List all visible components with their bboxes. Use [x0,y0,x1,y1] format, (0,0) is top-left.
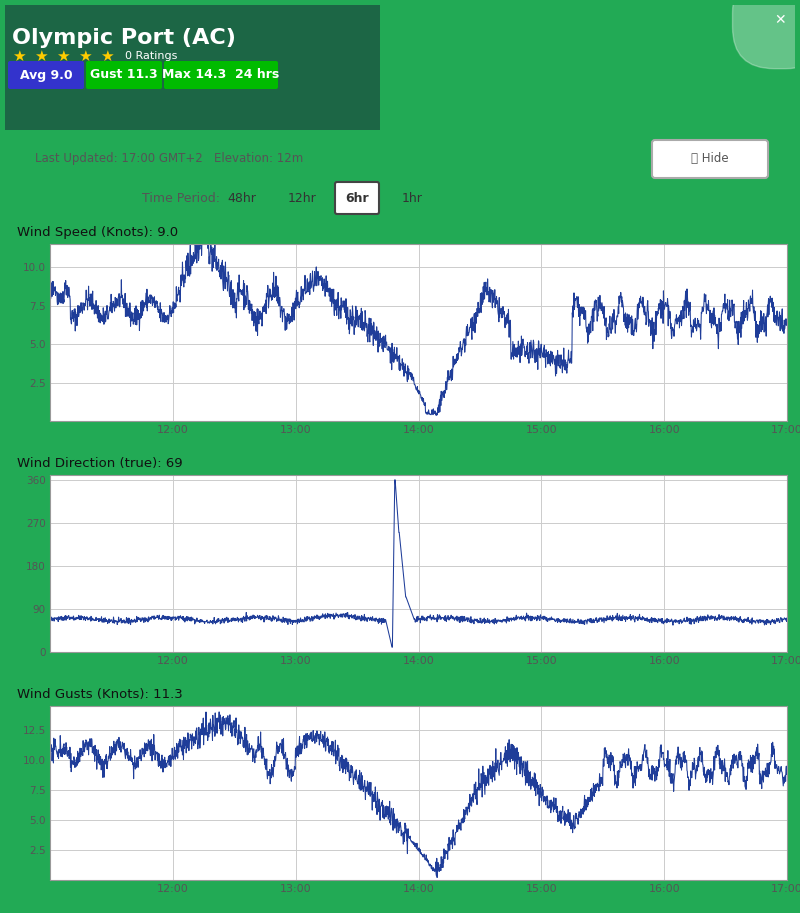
FancyBboxPatch shape [164,61,278,89]
Text: Time Period:: Time Period: [142,192,220,205]
Text: 1hr: 1hr [402,192,422,205]
Text: ★: ★ [12,48,26,64]
Text: Wind Gusts (Knots): 11.3: Wind Gusts (Knots): 11.3 [17,687,182,700]
Text: ★: ★ [34,48,48,64]
Text: Max 14.3  24 hrs: Max 14.3 24 hrs [162,68,280,81]
Text: 0 Ratings: 0 Ratings [125,51,178,61]
FancyBboxPatch shape [86,61,162,89]
FancyBboxPatch shape [652,140,768,178]
Text: Last Updated: 17:00 GMT+2   Elevation: 12m: Last Updated: 17:00 GMT+2 Elevation: 12m [35,152,303,165]
Polygon shape [0,0,800,5]
FancyBboxPatch shape [335,182,379,214]
Text: Olympic Port (AC): Olympic Port (AC) [12,28,236,48]
Text: Gust 11.3: Gust 11.3 [90,68,158,81]
Polygon shape [0,0,380,130]
Text: Avg 9.0: Avg 9.0 [20,68,72,81]
Text: ★: ★ [100,48,114,64]
Polygon shape [0,0,5,130]
Polygon shape [795,0,800,130]
Text: 48hr: 48hr [227,192,257,205]
Text: ✕: ✕ [774,13,786,27]
Text: ★: ★ [78,48,92,64]
FancyBboxPatch shape [8,61,84,89]
Text: 12hr: 12hr [288,192,316,205]
Text: 6hr: 6hr [345,192,369,205]
Text: ★: ★ [56,48,70,64]
Text: Wind Direction (true): 69: Wind Direction (true): 69 [17,456,182,469]
Text: Wind Speed (Knots): 9.0: Wind Speed (Knots): 9.0 [17,226,178,238]
Text: 🚩 Hide: 🚩 Hide [691,152,729,165]
